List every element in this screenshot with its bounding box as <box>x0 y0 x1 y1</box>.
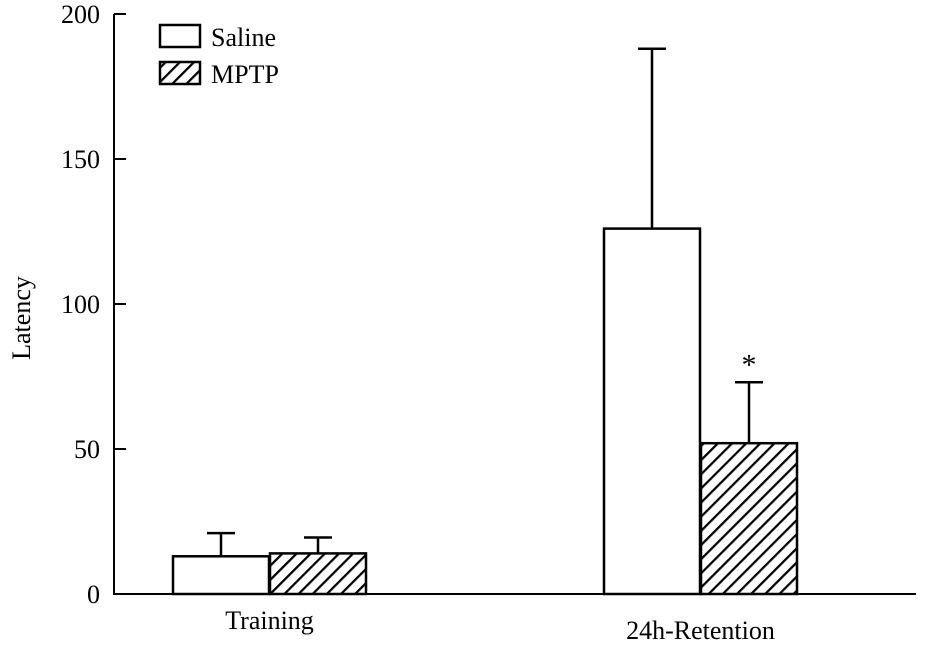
bar-mptp-24h-retention <box>699 441 799 596</box>
y-tick-label: 100 <box>61 290 100 319</box>
y-ticks: 0 50 100 150 200 <box>61 0 126 609</box>
legend-swatch-saline <box>158 23 202 49</box>
bars <box>171 227 799 596</box>
error-bars <box>207 47 763 557</box>
x-category-label: 24h-Retention <box>626 616 775 645</box>
y-tick-label: 200 <box>61 0 100 29</box>
category-labels: Training 24h-Retention <box>225 606 775 645</box>
legend-label-saline: Saline <box>211 23 276 52</box>
annotations: * <box>742 348 757 381</box>
y-axis-title: Latency <box>7 276 36 360</box>
significance-marker: * <box>742 348 757 381</box>
legend: Saline MPTP <box>158 23 279 89</box>
y-tick-label: 0 <box>87 580 100 609</box>
bar-saline-training <box>171 555 271 596</box>
legend-swatch-mptp <box>158 60 202 86</box>
bar-mptp-training <box>268 552 368 596</box>
legend-label-mptp: MPTP <box>211 60 279 89</box>
bar-saline-24h-retention <box>602 227 702 596</box>
y-tick-label: 150 <box>61 145 100 174</box>
y-tick-label: 50 <box>74 435 100 464</box>
x-category-label: Training <box>225 606 314 635</box>
